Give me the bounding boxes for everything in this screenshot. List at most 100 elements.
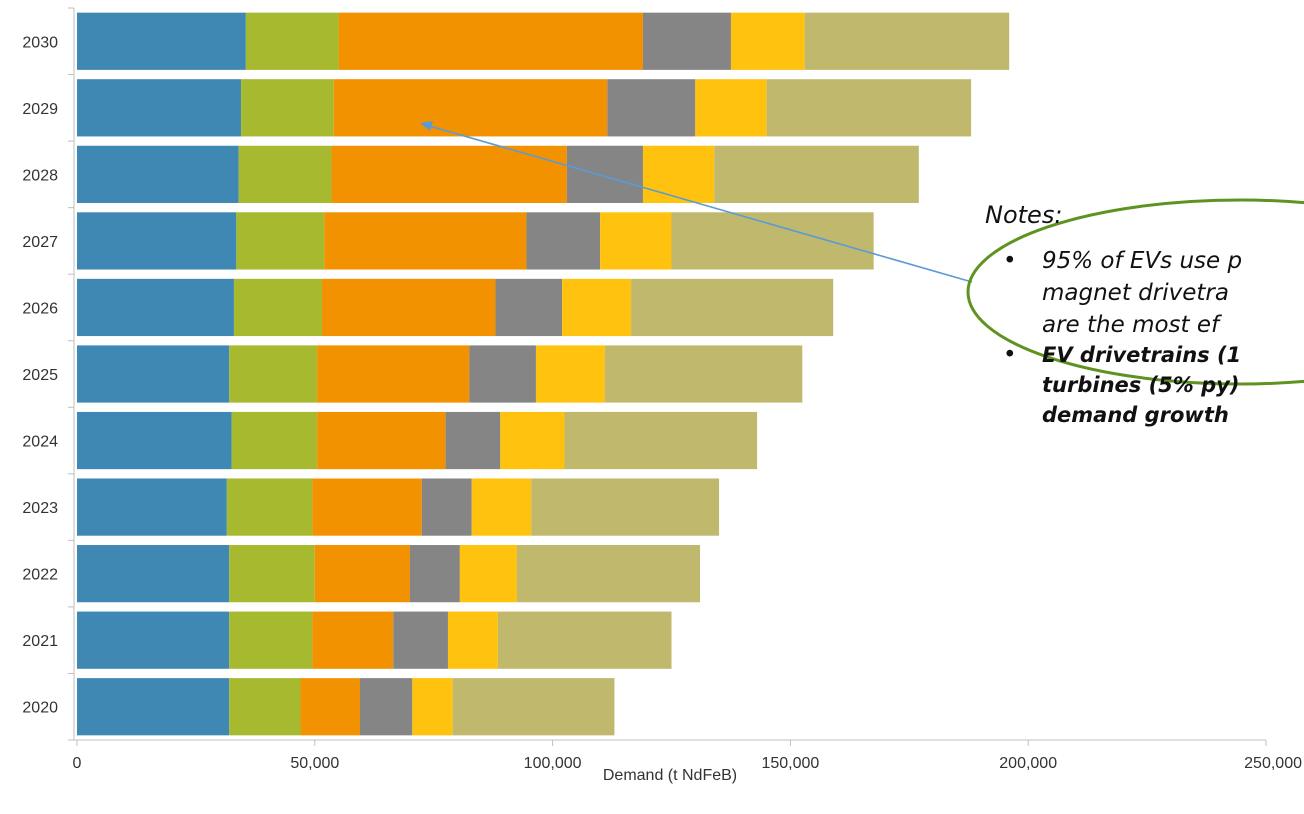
- y-tick-label: 2026: [22, 300, 58, 317]
- notes-bullet-1-line-1: 95% of EVs use p: [1042, 248, 1242, 274]
- x-tick-label: 50,000: [290, 755, 339, 772]
- notes-bullet-symbol: •: [1003, 342, 1017, 368]
- bar-segment-2025-series-6: [604, 345, 803, 403]
- bar-segment-2028-series-2: [238, 145, 332, 203]
- y-tick-label: 2027: [22, 234, 58, 251]
- bar-segment-2027-series-4: [526, 212, 601, 270]
- bar-segment-2023-series-5: [471, 478, 532, 536]
- bar-segment-2026-series-2: [233, 278, 322, 337]
- y-tick-label: 2030: [22, 34, 58, 51]
- bar-segment-2026-series-5: [562, 278, 632, 337]
- annotation-arrow: [425, 124, 973, 283]
- bar-segment-2030-series-1: [77, 12, 246, 70]
- x-tick-label: 150,000: [761, 755, 819, 772]
- y-tick-label: 2029: [22, 101, 58, 118]
- bar-segment-2029-series-1: [77, 79, 242, 137]
- bar-segment-2027-series-3: [324, 212, 527, 270]
- bar-segment-2021-series-3: [312, 611, 394, 669]
- y-tick-label: 2022: [22, 567, 58, 584]
- bar-segment-2024-series-2: [231, 411, 318, 470]
- bar-segment-2021-series-5: [447, 611, 498, 669]
- bar-segment-2025-series-5: [535, 345, 605, 403]
- notes-bullet-2-line-3: demand growth: [1042, 403, 1229, 427]
- bar-segment-2029-series-2: [241, 79, 334, 137]
- bar-segment-2020-series-2: [229, 678, 301, 736]
- bar-segment-2025-series-3: [317, 345, 470, 403]
- y-tick-label: 2023: [22, 500, 58, 517]
- y-tick-label: 2021: [22, 633, 58, 650]
- bar-segment-2029-series-6: [766, 79, 972, 137]
- notes-bullet-2-line-2: turbines (5% py): [1042, 373, 1239, 397]
- y-tick-label: 2020: [22, 700, 58, 717]
- notes-title: Notes:: [985, 201, 1062, 229]
- notes-bullet-2-line-1: EV drivetrains (1: [1042, 343, 1241, 367]
- notes-bullet-1-line-3: are the most ef: [1042, 312, 1222, 338]
- annotation-arrowhead: [420, 121, 433, 131]
- bar-segment-2025-series-1: [77, 345, 230, 403]
- bar-segment-2028-series-4: [566, 145, 643, 203]
- x-tick-label: 200,000: [999, 755, 1057, 772]
- bar-series-group: [77, 12, 1010, 736]
- bar-segment-2024-series-1: [77, 411, 232, 470]
- notes-bullet-1-line-2: magnet drivetra: [1042, 280, 1229, 306]
- notes-bullet-symbol: •: [1003, 248, 1017, 274]
- bar-segment-2022-series-3: [314, 545, 410, 603]
- x-axis-title: Demand (t NdFeB): [603, 767, 737, 784]
- bar-segment-2023-series-6: [531, 478, 720, 536]
- y-tick-label: 2024: [22, 434, 58, 451]
- bar-segment-2027-series-1: [77, 212, 237, 270]
- bar-segment-2030-series-3: [338, 12, 643, 70]
- bar-segment-2025-series-2: [229, 345, 318, 403]
- bar-segment-2029-series-5: [695, 79, 767, 137]
- y-tick-labels: 2020 2021 2022 2023 2024 2025 2026 2027 2028 2029…: [22, 34, 58, 716]
- bar-segment-2029-series-4: [607, 79, 696, 137]
- bar-segment-2024-series-3: [317, 411, 446, 470]
- bar-segment-2020-series-1: [77, 678, 230, 736]
- bar-segment-2022-series-4: [409, 545, 460, 603]
- bar-segment-2030-series-6: [804, 12, 1010, 70]
- x-tick-label: 0: [73, 755, 82, 772]
- bar-segment-2023-series-4: [421, 478, 472, 536]
- bar-segment-2026-series-4: [495, 278, 563, 337]
- bar-segment-2021-series-4: [393, 611, 448, 669]
- x-tick-labels: 0 50,000 100,000 150,000 200,000 250,000: [73, 755, 1303, 772]
- bar-segment-2026-series-3: [321, 278, 496, 337]
- bar-segment-2022-series-6: [516, 545, 701, 603]
- bar-segment-2030-series-4: [642, 12, 731, 70]
- bar-segment-2022-series-1: [77, 545, 230, 603]
- bar-segment-2022-series-5: [459, 545, 517, 603]
- bar-segment-2023-series-1: [77, 478, 227, 536]
- bar-segment-2024-series-5: [500, 411, 565, 470]
- bar-segment-2027-series-6: [671, 212, 874, 270]
- bar-segment-2024-series-4: [445, 411, 501, 470]
- bar-segment-2021-series-1: [77, 611, 230, 669]
- bar-segment-2022-series-2: [229, 545, 315, 603]
- bar-segment-2023-series-2: [226, 478, 313, 536]
- bar-segment-2030-series-5: [730, 12, 805, 70]
- bar-segment-2025-series-4: [469, 345, 536, 403]
- bar-segment-2020-series-3: [300, 678, 360, 736]
- bar-segment-2020-series-6: [452, 678, 615, 736]
- y-tick-label: 2028: [22, 167, 58, 184]
- bar-segment-2026-series-6: [631, 278, 834, 337]
- bar-segment-2021-series-6: [497, 611, 672, 669]
- x-tick-label: 100,000: [524, 755, 582, 772]
- bar-segment-2027-series-5: [600, 212, 672, 270]
- bar-segment-2026-series-1: [77, 278, 234, 337]
- bar-segment-2028-series-5: [642, 145, 715, 203]
- bar-segment-2028-series-6: [714, 145, 919, 203]
- bar-segment-2028-series-1: [77, 145, 239, 203]
- axes: [68, 7, 1267, 746]
- bar-segment-2020-series-4: [359, 678, 413, 736]
- notes-ellipse: [966, 198, 1304, 386]
- y-tick-label: 2025: [22, 367, 58, 384]
- bar-segment-2024-series-6: [564, 411, 758, 470]
- bar-segment-2021-series-2: [229, 611, 313, 669]
- bar-segment-2020-series-5: [412, 678, 453, 736]
- bar-segment-2023-series-3: [312, 478, 422, 536]
- x-tick-label: 250,000: [1244, 755, 1302, 772]
- bar-segment-2027-series-2: [236, 212, 325, 270]
- bar-segment-2030-series-2: [245, 12, 339, 70]
- bar-segment-2028-series-3: [331, 145, 567, 203]
